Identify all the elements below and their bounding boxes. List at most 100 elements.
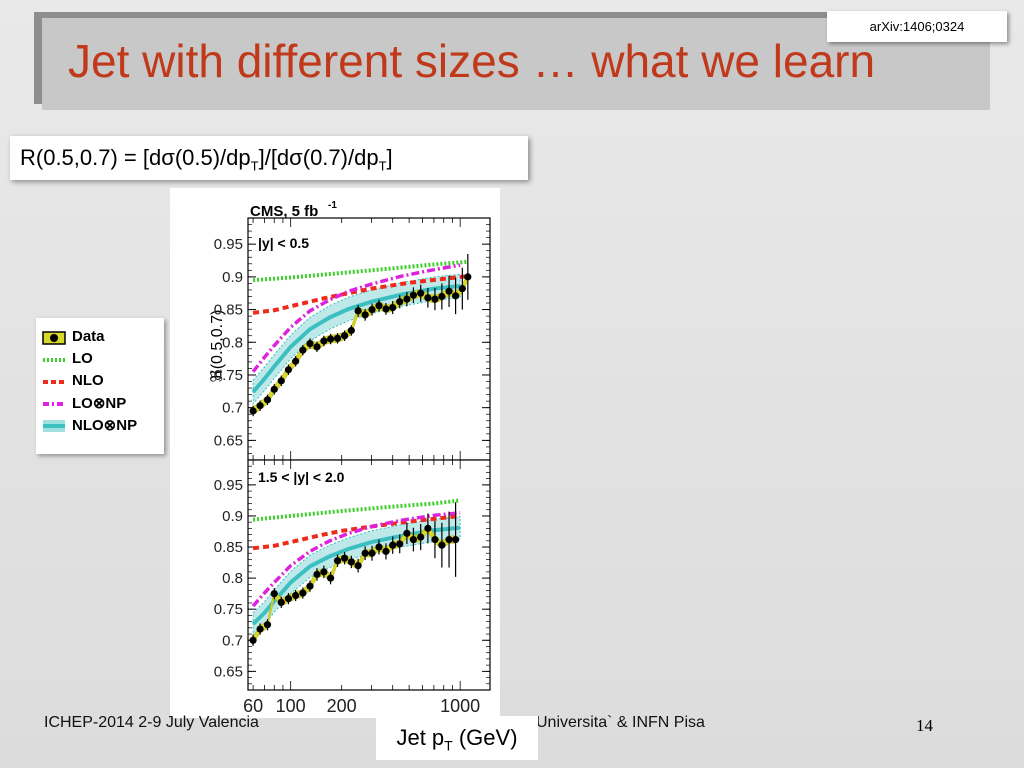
data-point [445,535,453,544]
y-tick-label: 0.75 [214,367,243,384]
data-point [403,295,411,303]
formula-part-1: R(0.5,0.7) = [dσ(0.5)/dp [20,145,251,170]
chart-figure: ℜ(0.5,0.7) CMS, 5 fb -1 0.65 0.7 0.75 0.8 0.85 0… [170,188,500,718]
legend-item-nlo: NLO [42,372,162,392]
data-point [277,377,285,385]
data-point [299,589,307,597]
y-tick-label: 0.95 [214,236,243,253]
data-point [320,568,328,576]
data-point [368,549,376,557]
data-point [382,547,390,555]
data-point [313,570,321,578]
x-axis-label-main: Jet p [396,725,445,750]
x-axis-label-sub: T [444,737,453,754]
data-point [256,402,264,410]
slide-number: 14 [916,716,933,735]
ratio-chart: ℜ(0.5,0.7) CMS, 5 fb -1 0.65 0.7 0.75 0.8 0.85 0… [209,200,491,716]
data-point [417,289,425,297]
cyan-band-icon [43,420,65,432]
y-tick-label: 0.9 [222,269,243,286]
chart-legend: Data LO NLO LO⊗NP NLO⊗NP [36,318,164,454]
y-tick-label: 0.7 [222,400,243,417]
legend-item-nlonp: NLO⊗NP [42,416,162,436]
x-axis-label: Jet pT (GeV) [376,716,538,760]
data-point [306,582,314,590]
y-tick-label: 0.65 [214,432,243,449]
footer-conference: ICHEP-2014 2-9 July Valencia [44,714,259,731]
data-point [256,625,264,633]
data-point [320,337,328,345]
data-point [270,590,278,598]
data-point [417,533,425,541]
data-point [292,591,300,600]
experiment-label-sup: -1 [328,200,337,211]
data-point [326,574,335,582]
data-point [458,285,466,293]
red-dashed-line-icon [43,380,65,384]
x-tick-label: 200 [327,696,357,716]
data-point [249,407,257,415]
x-tick-label: 1000 [440,696,480,716]
data-point [270,385,278,393]
x-axis-label-unit: (GeV) [458,725,518,750]
data-point [438,292,446,301]
data-point [368,305,376,314]
lo-line [252,498,461,522]
y-tick-label: 0.95 [214,477,243,494]
data-point [396,540,404,548]
data-point [424,294,432,302]
data-point [409,291,418,299]
green-dotted-line-icon [43,358,65,362]
panel-frame [247,459,491,691]
data-point [375,302,383,310]
data-point [333,334,342,342]
formula-part-3: ] [386,145,393,170]
panel-0: 0.65 0.7 0.75 0.8 0.85 0.9 0.95 |y| < 0.5 [214,217,491,461]
data-point [431,295,439,303]
formula-part-2: ]/[dσ(0.7)/dp [258,145,379,170]
legend-label: NLO⊗NP [72,417,138,434]
data-point [347,558,355,566]
data-point [452,292,460,300]
data-point [409,535,418,544]
data-point [249,636,257,644]
data-point [292,357,300,365]
nlo-line [252,513,461,551]
data-point [284,366,293,374]
data-point [299,346,307,354]
panel-label: 1.5 < |y| < 2.0 [258,469,345,485]
panel-frame [247,217,491,461]
ratio-formula: R(0.5,0.7) = [dσ(0.5)/dpT]/[dσ(0.7)/dpT] [10,136,528,180]
y-axis-title: ℜ(0.5,0.7) [209,310,226,383]
x-tick-label: 100 [276,696,306,716]
data-point [431,535,439,544]
y-tick-label: 0.9 [222,508,243,525]
y-tick-label: 0.85 [214,539,243,556]
data-point [438,541,446,549]
y-tick-label: 0.65 [214,663,243,680]
x-tick-label: 60 [243,696,263,716]
formula-sub-2: T [378,158,387,174]
legend-item-data: Data [42,328,162,348]
data-point [389,541,397,549]
data-point [263,396,272,404]
data-marker-icon [42,331,66,345]
legend-label: LO [72,350,93,367]
data-point [464,273,472,281]
y-tick-label: 0.7 [222,632,243,649]
panel-label: |y| < 0.5 [258,235,309,251]
data-point [347,326,355,335]
lonp-line [251,511,461,608]
legend-item-lo: LO [42,350,162,370]
data-point [424,524,432,532]
footer-institution: Universita` & INFN Pisa [536,714,705,731]
data-point [340,332,349,340]
experiment-label: CMS, 5 fb [250,203,318,220]
formula-sub-1: T [250,158,259,174]
data-point [306,339,314,348]
data-point [361,311,369,319]
data-point [452,535,460,544]
legend-item-lonp: LO⊗NP [42,394,162,414]
y-tick-label: 0.8 [222,334,243,351]
legend-label: LO⊗NP [72,395,127,412]
